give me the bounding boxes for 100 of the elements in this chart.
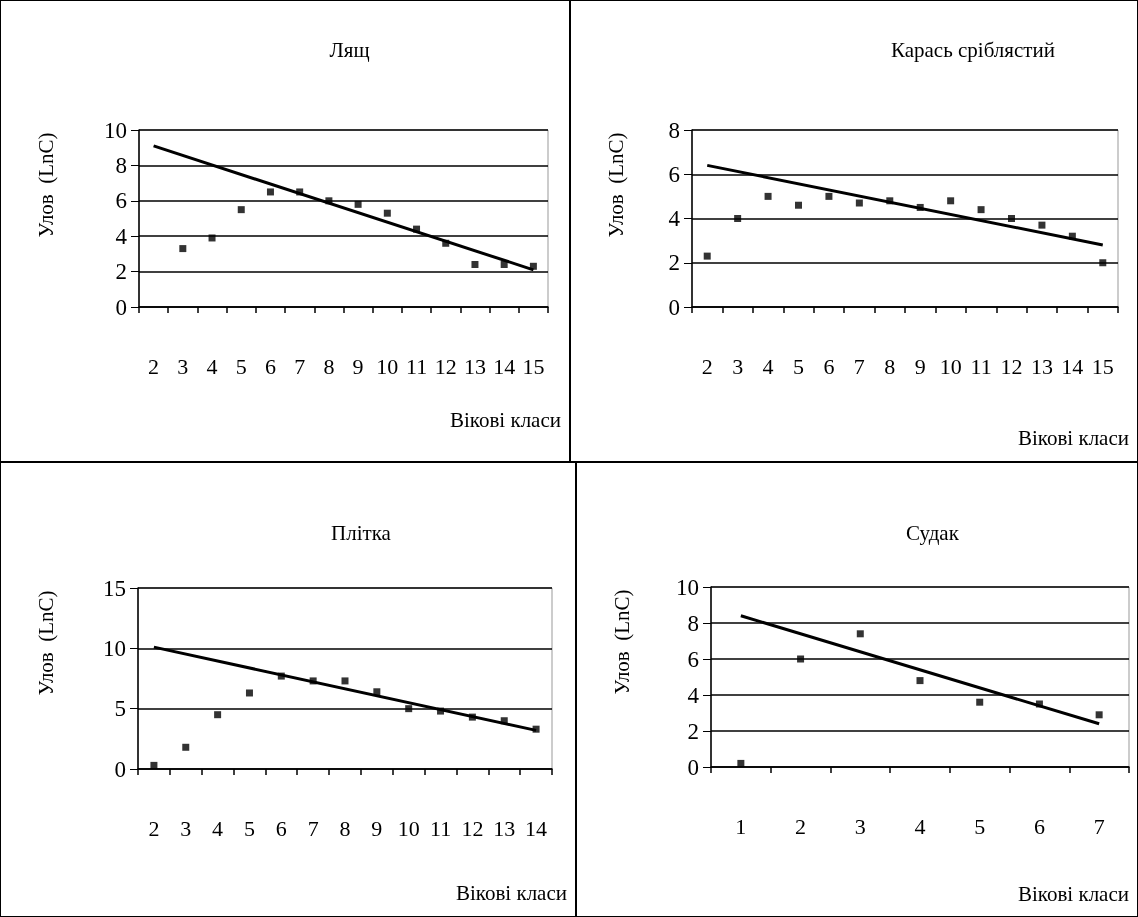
point (1038, 221, 1046, 229)
point (500, 717, 508, 725)
y-tick-label: 0 (668, 294, 680, 320)
y-tick-label: 6 (687, 646, 699, 672)
point (468, 713, 476, 721)
point (182, 743, 190, 751)
x-tick-label: 6 (264, 353, 276, 379)
y-tick-label: 15 (103, 575, 126, 601)
point (296, 188, 304, 196)
point (1068, 232, 1076, 240)
point (1035, 700, 1043, 708)
x-tick-label: 5 (243, 815, 255, 841)
point (500, 261, 508, 269)
point (237, 206, 245, 214)
x-tick-label: 15 (522, 353, 545, 379)
point (703, 252, 711, 260)
x-tick-label: 3 (732, 353, 744, 379)
x-tick-label: 12 (1000, 353, 1023, 379)
x-tick-label: 10 (397, 815, 420, 841)
x-tick-label: 4 (762, 353, 774, 379)
x-tick-label: 14 (493, 353, 516, 379)
y-tick-label: 10 (103, 635, 126, 661)
x-tick-label: 11 (405, 353, 428, 379)
x-tick-label: 7 (307, 815, 319, 841)
chart-title: Лящ (329, 37, 370, 62)
x-tick-label: 13 (493, 815, 516, 841)
point (405, 705, 413, 713)
x-tick-label: 7 (294, 353, 306, 379)
point (373, 688, 381, 696)
point (529, 262, 537, 270)
y-tick-label: 10 (676, 574, 699, 600)
point (214, 711, 222, 719)
y-tick-label: 4 (115, 223, 128, 249)
y-tick-label: 8 (687, 610, 699, 636)
x-tick-label: 5 (235, 353, 247, 379)
y-axis-title: Улов (LnC) (34, 132, 58, 238)
point (1099, 259, 1107, 267)
point (797, 655, 805, 663)
x-tick-label: 3 (180, 815, 192, 841)
point (245, 689, 253, 697)
x-tick-label: 7 (853, 353, 865, 379)
x-tick-label: 3 (854, 813, 866, 839)
chart-title: Судак (906, 520, 960, 545)
point (737, 759, 745, 767)
x-tick-label: 2 (148, 353, 160, 379)
point (795, 201, 802, 209)
point (179, 245, 187, 253)
x-tick-label: 5 (974, 813, 986, 839)
point (277, 672, 285, 680)
point (208, 234, 216, 242)
y-axis-title: Улов (LnC) (34, 590, 58, 696)
x-tick-label: 8 (884, 353, 896, 379)
x-tick-label: 12 (461, 815, 484, 841)
x-axis-title: Вікові класи (455, 880, 568, 905)
y-tick-label: 5 (114, 696, 126, 722)
point (437, 707, 445, 715)
point (764, 192, 772, 200)
y-tick-label: 4 (687, 682, 700, 708)
point (442, 239, 450, 247)
x-tick-label: 15 (1091, 353, 1114, 379)
x-tick-label: 3 (177, 353, 189, 379)
x-tick-label: 11 (429, 815, 452, 841)
point (309, 677, 317, 685)
x-tick-label: 9 (914, 353, 926, 379)
x-axis-title: Вікові класи (449, 407, 562, 432)
y-axis-title: Улов (LnC) (610, 589, 634, 695)
x-tick-label: 6 (823, 353, 835, 379)
x-tick-label: 4 (212, 815, 224, 841)
point (341, 677, 349, 685)
point (947, 197, 955, 205)
y-tick-label: 0 (687, 754, 699, 780)
x-tick-label: 14 (1061, 353, 1084, 379)
y-tick-label: 2 (687, 718, 699, 744)
x-tick-label: 4 (206, 353, 218, 379)
y-tick-label: 0 (115, 294, 127, 320)
point (855, 199, 863, 207)
point (1095, 711, 1103, 719)
x-tick-label: 13 (1030, 353, 1053, 379)
point (886, 197, 894, 205)
x-tick-label: 4 (914, 813, 926, 839)
point (266, 188, 274, 196)
point (532, 725, 540, 733)
x-tick-label: 14 (525, 815, 548, 841)
x-tick-label: 6 (1033, 813, 1045, 839)
x-tick-label: 11 (970, 353, 992, 379)
y-tick-label: 6 (668, 161, 680, 187)
x-tick-label: 5 (793, 353, 804, 379)
point (916, 203, 924, 211)
point (413, 225, 421, 233)
x-tick-label: 9 (371, 815, 383, 841)
chart-title: Карась сріблястий (891, 37, 1055, 62)
point (383, 209, 391, 217)
x-tick-label: 2 (148, 815, 160, 841)
y-axis-title: Улов (LnC) (604, 132, 628, 238)
y-tick-label: 6 (115, 188, 127, 214)
point (916, 677, 924, 685)
x-tick-label: 2 (795, 813, 807, 839)
y-tick-label: 10 (104, 117, 127, 143)
point (150, 761, 158, 769)
point (354, 200, 362, 208)
